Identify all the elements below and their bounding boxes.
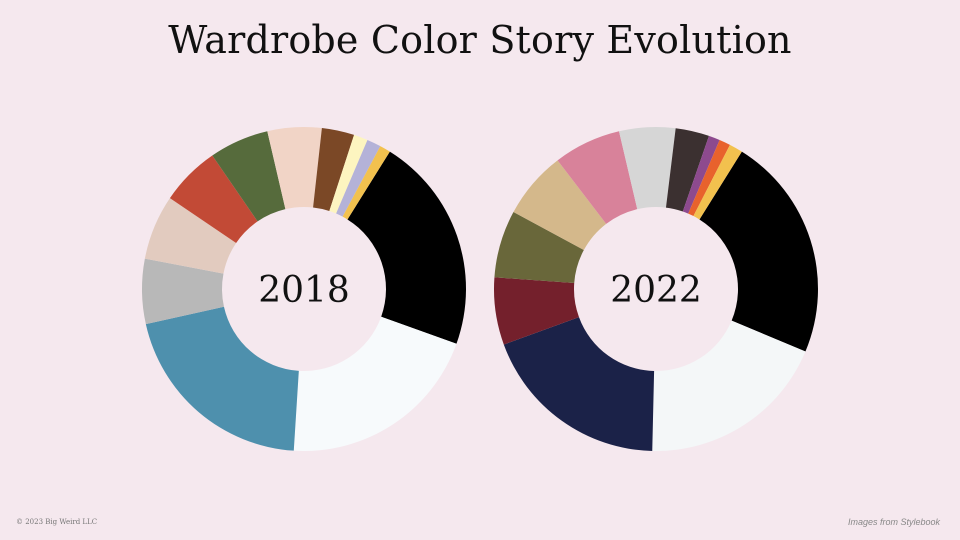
donut-slice-2018-9 (313, 127, 355, 212)
donut-slice-2018-11 (336, 139, 381, 217)
donut-slice-2018-8 (267, 126, 322, 210)
donut-slice-2018-12 (342, 146, 390, 220)
donut-slice-2018-7 (212, 131, 286, 222)
donut-slice-2022-4 (493, 277, 579, 345)
donut-slice-2022-3 (503, 317, 655, 451)
donut-chart-2022: 2022 (493, 126, 818, 452)
donut-slice-2018-1 (347, 151, 466, 344)
donut-slice-2018-2 (293, 316, 457, 451)
donut-center-label: 2018 (258, 270, 350, 311)
donut-slice-2022-5 (494, 212, 584, 284)
donut-slice-2022-9 (665, 128, 709, 212)
donut-chart-2018: 2018 (142, 126, 466, 451)
donut-slice-2022-2 (652, 320, 806, 452)
donut-slice-2018-10 (329, 134, 368, 214)
donut-center-label: 2022 (610, 270, 702, 311)
donut-slice-2018-3 (145, 306, 299, 451)
donut-slice-2022-12 (693, 144, 742, 220)
donut-slice-2022-6 (513, 160, 607, 251)
copyright-text: © 2023 Big Weird LLC (16, 518, 98, 526)
donut-slice-2022-7 (557, 131, 638, 224)
donut-slice-2018-5 (144, 198, 237, 274)
donut-slice-2022-8 (619, 126, 676, 210)
donut-slice-2018-6 (169, 155, 258, 243)
donut-slice-2022-1 (699, 151, 818, 352)
donut-slice-2018-4 (142, 258, 224, 325)
chart-title: Wardrobe Color Story Evolution (168, 18, 792, 62)
image-credit: Images from Stylebook (847, 517, 940, 527)
donut-slice-2022-10 (682, 135, 720, 214)
donut-slice-2022-11 (688, 140, 730, 217)
